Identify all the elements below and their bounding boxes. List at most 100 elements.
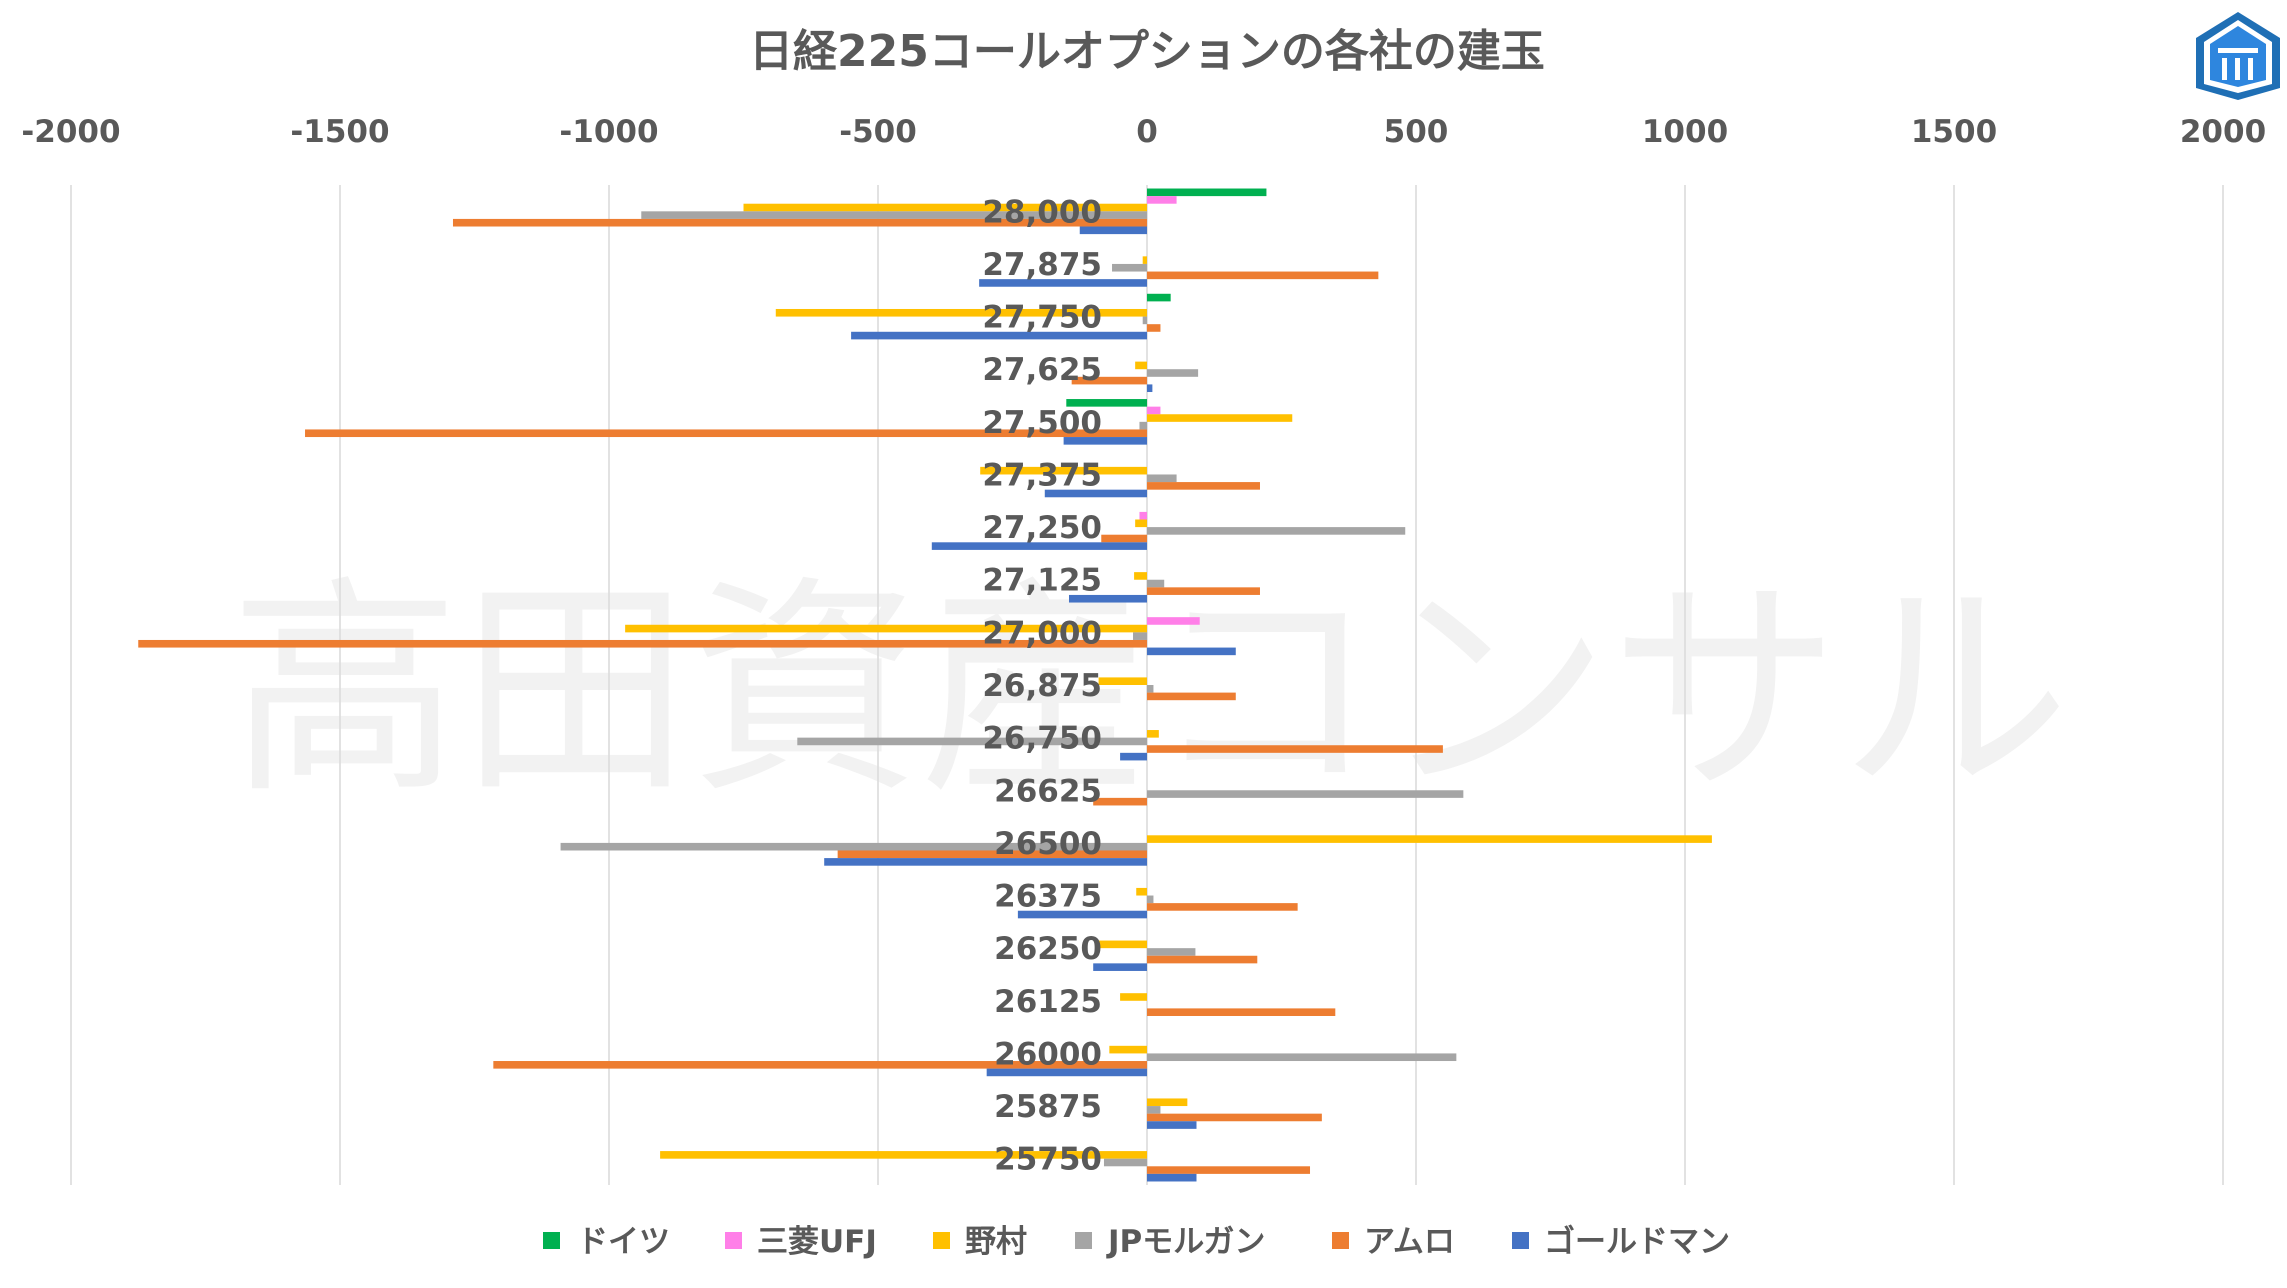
bar [1147, 474, 1177, 483]
bar [1147, 835, 1712, 843]
bar [1147, 948, 1196, 956]
bar [1103, 1158, 1147, 1167]
bar [1142, 256, 1147, 264]
category-label: 26000 [994, 1036, 1102, 1072]
bar [1147, 1008, 1336, 1016]
bar [1147, 1113, 1322, 1122]
bar [1071, 376, 1147, 385]
category-label: 27,000 [982, 615, 1102, 651]
bar [1147, 527, 1406, 535]
legend-label: 野村 [965, 1224, 1027, 1260]
bar [1147, 895, 1154, 904]
category-label: 26625 [994, 773, 1102, 809]
bar [1079, 226, 1147, 235]
bar [1147, 647, 1236, 656]
bar [625, 624, 1147, 633]
bar [1147, 730, 1159, 738]
bar [1112, 263, 1147, 272]
bar [1147, 745, 1443, 753]
bar [138, 639, 1147, 648]
gridlines [70, 185, 2224, 1185]
bar [1147, 587, 1260, 595]
legend-swatch [543, 1232, 560, 1249]
x-tick-label: 1500 [1911, 114, 1997, 150]
legend-swatch [1075, 1232, 1092, 1249]
bar [743, 203, 1147, 212]
x-tick-label: -500 [839, 114, 917, 150]
bar [1147, 482, 1260, 490]
bar [775, 308, 1147, 317]
bar [1017, 910, 1147, 919]
bar [1147, 903, 1298, 911]
category-labels: 28,000 27,875 27,750 27,625 27,500 27,375 27,2… [982, 194, 1102, 1177]
x-tick-label: -2000 [21, 114, 120, 150]
bar [1147, 414, 1293, 422]
bar [1066, 399, 1147, 407]
bar [1147, 406, 1161, 415]
category-label: 26250 [994, 931, 1102, 967]
bar [1142, 316, 1147, 325]
bar [1139, 421, 1147, 430]
category-label: 26,875 [982, 668, 1102, 704]
x-tick-label: -1000 [559, 114, 658, 150]
category-label: 26125 [994, 984, 1102, 1020]
category-label: 27,750 [982, 300, 1102, 336]
category-label: 27,250 [982, 510, 1102, 546]
legend-label: アムロ [1364, 1224, 1455, 1260]
category-label: 28,000 [982, 194, 1102, 230]
bars [138, 188, 1712, 1182]
bar [452, 218, 1148, 227]
bar [1147, 1053, 1457, 1062]
category-label: 27,375 [982, 457, 1102, 493]
bar [1135, 361, 1147, 370]
category-label: 26,750 [982, 721, 1102, 757]
bar [493, 1061, 1148, 1069]
bar [1147, 384, 1153, 393]
bar [1093, 963, 1147, 971]
x-tick-label: 2000 [2180, 114, 2266, 150]
bar [979, 279, 1147, 287]
bar [1147, 271, 1379, 280]
bar [1101, 534, 1147, 543]
x-tick-labels: -2000 -1500 -1000 -500 0 500 1000 1500 2000 [21, 114, 2266, 150]
bar [837, 850, 1147, 859]
bar [560, 842, 1147, 851]
bar [1147, 188, 1267, 197]
bar [986, 1068, 1147, 1077]
bar [1135, 519, 1147, 528]
legend-swatch [725, 1232, 742, 1249]
bar [1134, 572, 1147, 580]
bar [1147, 1106, 1161, 1114]
bar [1120, 993, 1147, 1001]
bar [1093, 797, 1147, 806]
bar [851, 331, 1147, 340]
bar [1136, 887, 1147, 896]
legend-swatch [1512, 1232, 1529, 1249]
bar [1147, 617, 1200, 625]
x-tick-label: 500 [1384, 114, 1449, 150]
category-label: 27,875 [982, 247, 1102, 283]
bar [305, 429, 1147, 438]
bar [1147, 579, 1165, 588]
bar [1147, 1173, 1197, 1182]
bar [1147, 1166, 1311, 1174]
x-tick-label: -1500 [290, 114, 389, 150]
bar [1139, 511, 1147, 520]
bar [1147, 196, 1177, 204]
legend-swatch [1332, 1232, 1349, 1249]
bar [1109, 1045, 1147, 1054]
bar [931, 542, 1147, 550]
bar [1120, 752, 1147, 761]
legend-swatch [933, 1232, 950, 1249]
legend-label: JPモルガン [1106, 1224, 1265, 1260]
bar [660, 1151, 1147, 1159]
bar [1147, 1121, 1197, 1129]
bar [1044, 489, 1147, 498]
legend: ドイツ 三菱UFJ 野村 JPモルガン アムロ ゴールドマン [543, 1224, 1730, 1260]
bar [980, 466, 1147, 475]
bar [1098, 677, 1147, 685]
bar [1147, 293, 1171, 302]
bar [1133, 632, 1147, 640]
legend-label: ドイツ [577, 1224, 670, 1260]
